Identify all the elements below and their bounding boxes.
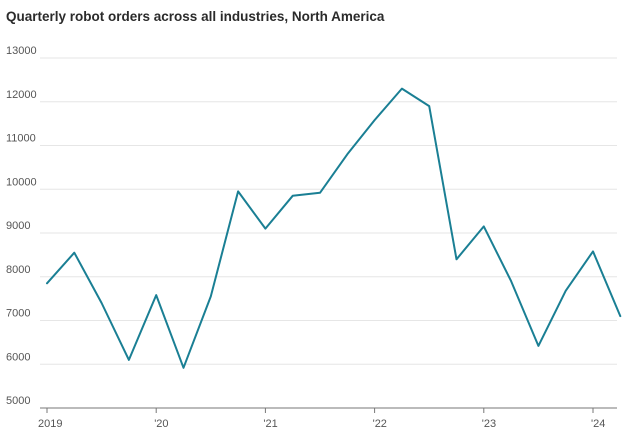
y-tick-label: 10000: [6, 176, 37, 188]
gridlines: [40, 57, 617, 409]
x-tick-label: '24: [591, 418, 605, 430]
y-tick-label: 13000: [6, 45, 37, 57]
x-tick-label: '21: [263, 418, 277, 430]
series-layer: [46, 87, 622, 369]
y-tick-label: 7000: [6, 308, 30, 320]
y-tick-label: 6000: [6, 351, 30, 363]
y-tick-label: 12000: [6, 89, 37, 101]
x-tick-label: '23: [482, 418, 496, 430]
series-line-robot-orders: [46, 87, 622, 369]
x-tick-label: '20: [154, 418, 168, 430]
chart-title: Quarterly robot orders across all indust…: [6, 9, 385, 24]
y-tick-label: 9000: [6, 220, 30, 232]
y-tick-label: 5000: [6, 395, 30, 407]
y-tick-label: 8000: [6, 264, 30, 276]
x-tick-label: '22: [373, 418, 387, 430]
x-tick-label: 2019: [38, 418, 62, 430]
x-axis-ticks: 2019 '20 '21 '22 '23 '24: [38, 408, 605, 430]
y-axis-tick-labels: 13000 12000 11000 10000 9000 8000 7000 6000 5000: [6, 45, 37, 407]
y-tick-label: 11000: [6, 133, 36, 145]
